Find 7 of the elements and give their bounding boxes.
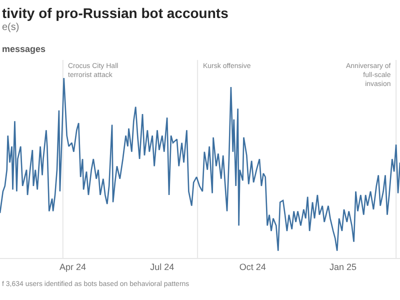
x-tick-label: Jan 25 — [329, 262, 357, 272]
chart-subtitle: e(s) — [2, 22, 20, 33]
chart-title: tivity of pro-Russian bot accounts — [2, 5, 229, 21]
x-tick-label: Apr 24 — [59, 262, 86, 272]
x-tick-label: Oct 24 — [239, 262, 266, 272]
x-tick-label: Jul 24 — [150, 262, 174, 272]
y-axis-title: messages — [2, 44, 46, 54]
